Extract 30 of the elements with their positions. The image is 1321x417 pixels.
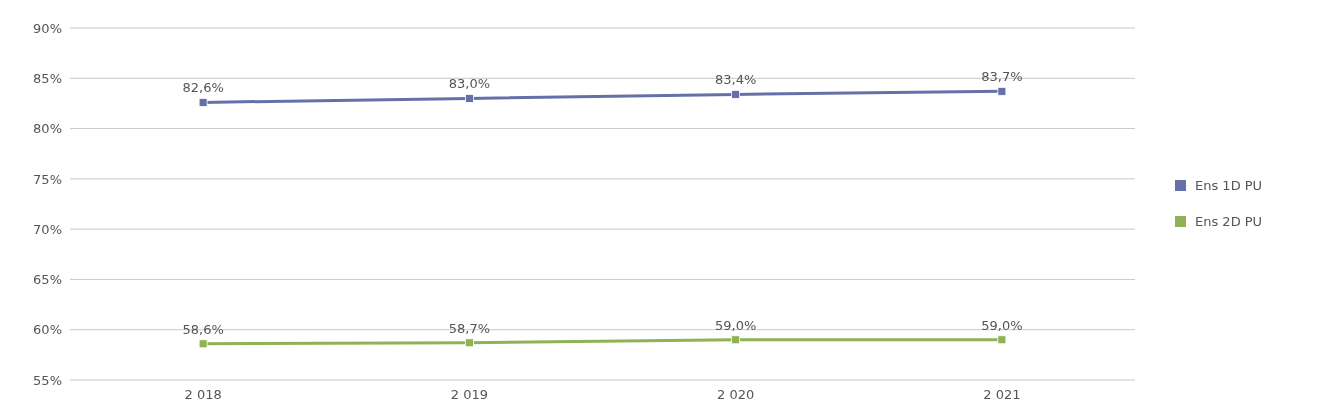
y-tick-label: 80% <box>33 121 62 137</box>
data-label: 59,0% <box>714 317 757 333</box>
y-tick-label: 65% <box>33 272 62 288</box>
y-tick-label: 60% <box>33 322 62 338</box>
point <box>198 339 208 349</box>
data-label: 83,7% <box>981 69 1023 85</box>
y-tick-label: 85% <box>33 70 62 86</box>
point <box>997 335 1007 345</box>
data-label: 83,4% <box>714 72 757 88</box>
point <box>731 89 741 99</box>
legend-label: Ens 1D PU <box>1195 178 1263 193</box>
y-tick-label: 75% <box>33 171 62 187</box>
x-tick-label: 2 019 <box>450 387 488 403</box>
x-tick-label: 2 021 <box>983 387 1021 403</box>
data-label: 58,7% <box>448 320 491 336</box>
y-tick-label: 70% <box>33 221 62 237</box>
point <box>198 98 208 107</box>
data-label: 59,0% <box>981 317 1023 333</box>
legend-label: Ens 2D PU <box>1195 214 1263 229</box>
data-label: 58,6% <box>182 321 224 337</box>
point <box>731 335 741 345</box>
y-tick-label: 55% <box>33 372 62 388</box>
data-label: 83,0% <box>448 76 491 92</box>
point <box>997 86 1007 96</box>
point <box>464 94 474 103</box>
x-tick-label: 2 018 <box>184 387 222 403</box>
point <box>464 338 474 348</box>
data-label: 82,6% <box>182 80 224 96</box>
x-tick-label: 2 020 <box>717 387 755 403</box>
y-tick-label: 90% <box>33 20 62 36</box>
